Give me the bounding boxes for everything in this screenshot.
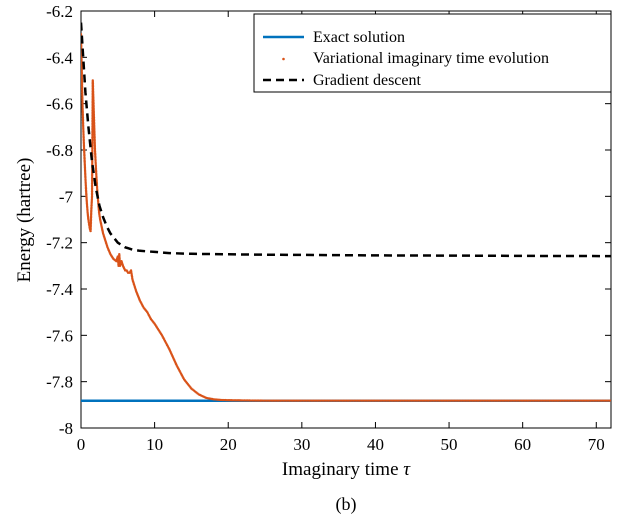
legend-box (253, 13, 612, 93)
legend-label-exact-solution: Exact solution (313, 29, 405, 46)
legend-swatch-variational (282, 57, 285, 61)
series-gradient-descent (81, 22, 611, 258)
y-axis-title: Energy (hartree) (14, 158, 35, 283)
y-tick-label: -7.2 (46, 234, 73, 253)
y-tick-label: -6.4 (46, 48, 73, 67)
legend-label-variational: Variational imaginary time evolution (313, 50, 549, 67)
y-tick-label: -7.8 (46, 373, 73, 392)
x-axis-title-text: Imaginary time (282, 459, 399, 480)
legend: Exact solution Variational imaginary tim… (253, 13, 612, 93)
y-ticks: -8 -7.8 -7.6 -7.4 -7.2 -7 -6.8 -6.6 -6.4 -6.2 (46, 2, 611, 438)
y-tick-label: -6.6 (46, 95, 73, 114)
axes (80, 10, 612, 429)
series-point (609, 399, 611, 402)
x-axis-title: Imaginary time τ (282, 459, 411, 480)
x-axis-title-symbol: τ (403, 459, 411, 480)
figure-caption: (b) (336, 494, 357, 515)
y-tick-label: -6.2 (46, 2, 73, 21)
legend-label-gradient-descent: Gradient descent (313, 72, 422, 89)
x-tick-label: 70 (588, 435, 605, 454)
x-tick-label: 20 (220, 435, 237, 454)
x-tick-label: 30 (293, 435, 310, 454)
x-tick-label: 50 (441, 435, 458, 454)
y-tick-label: -7 (59, 187, 74, 206)
y-tick-label: -7.6 (46, 326, 73, 345)
y-tick-label: -7.4 (46, 280, 73, 299)
x-tick-label: 40 (367, 435, 384, 454)
x-tick-label: 0 (77, 435, 86, 454)
series-variational-imaginary-time-evolution (81, 32, 611, 402)
plot-frame (80, 10, 612, 429)
x-tick-label: 60 (514, 435, 531, 454)
y-tick-label: -8 (59, 419, 73, 438)
series-group (81, 22, 611, 402)
y-tick-label: -6.8 (46, 141, 73, 160)
x-tick-label: 10 (146, 435, 163, 454)
